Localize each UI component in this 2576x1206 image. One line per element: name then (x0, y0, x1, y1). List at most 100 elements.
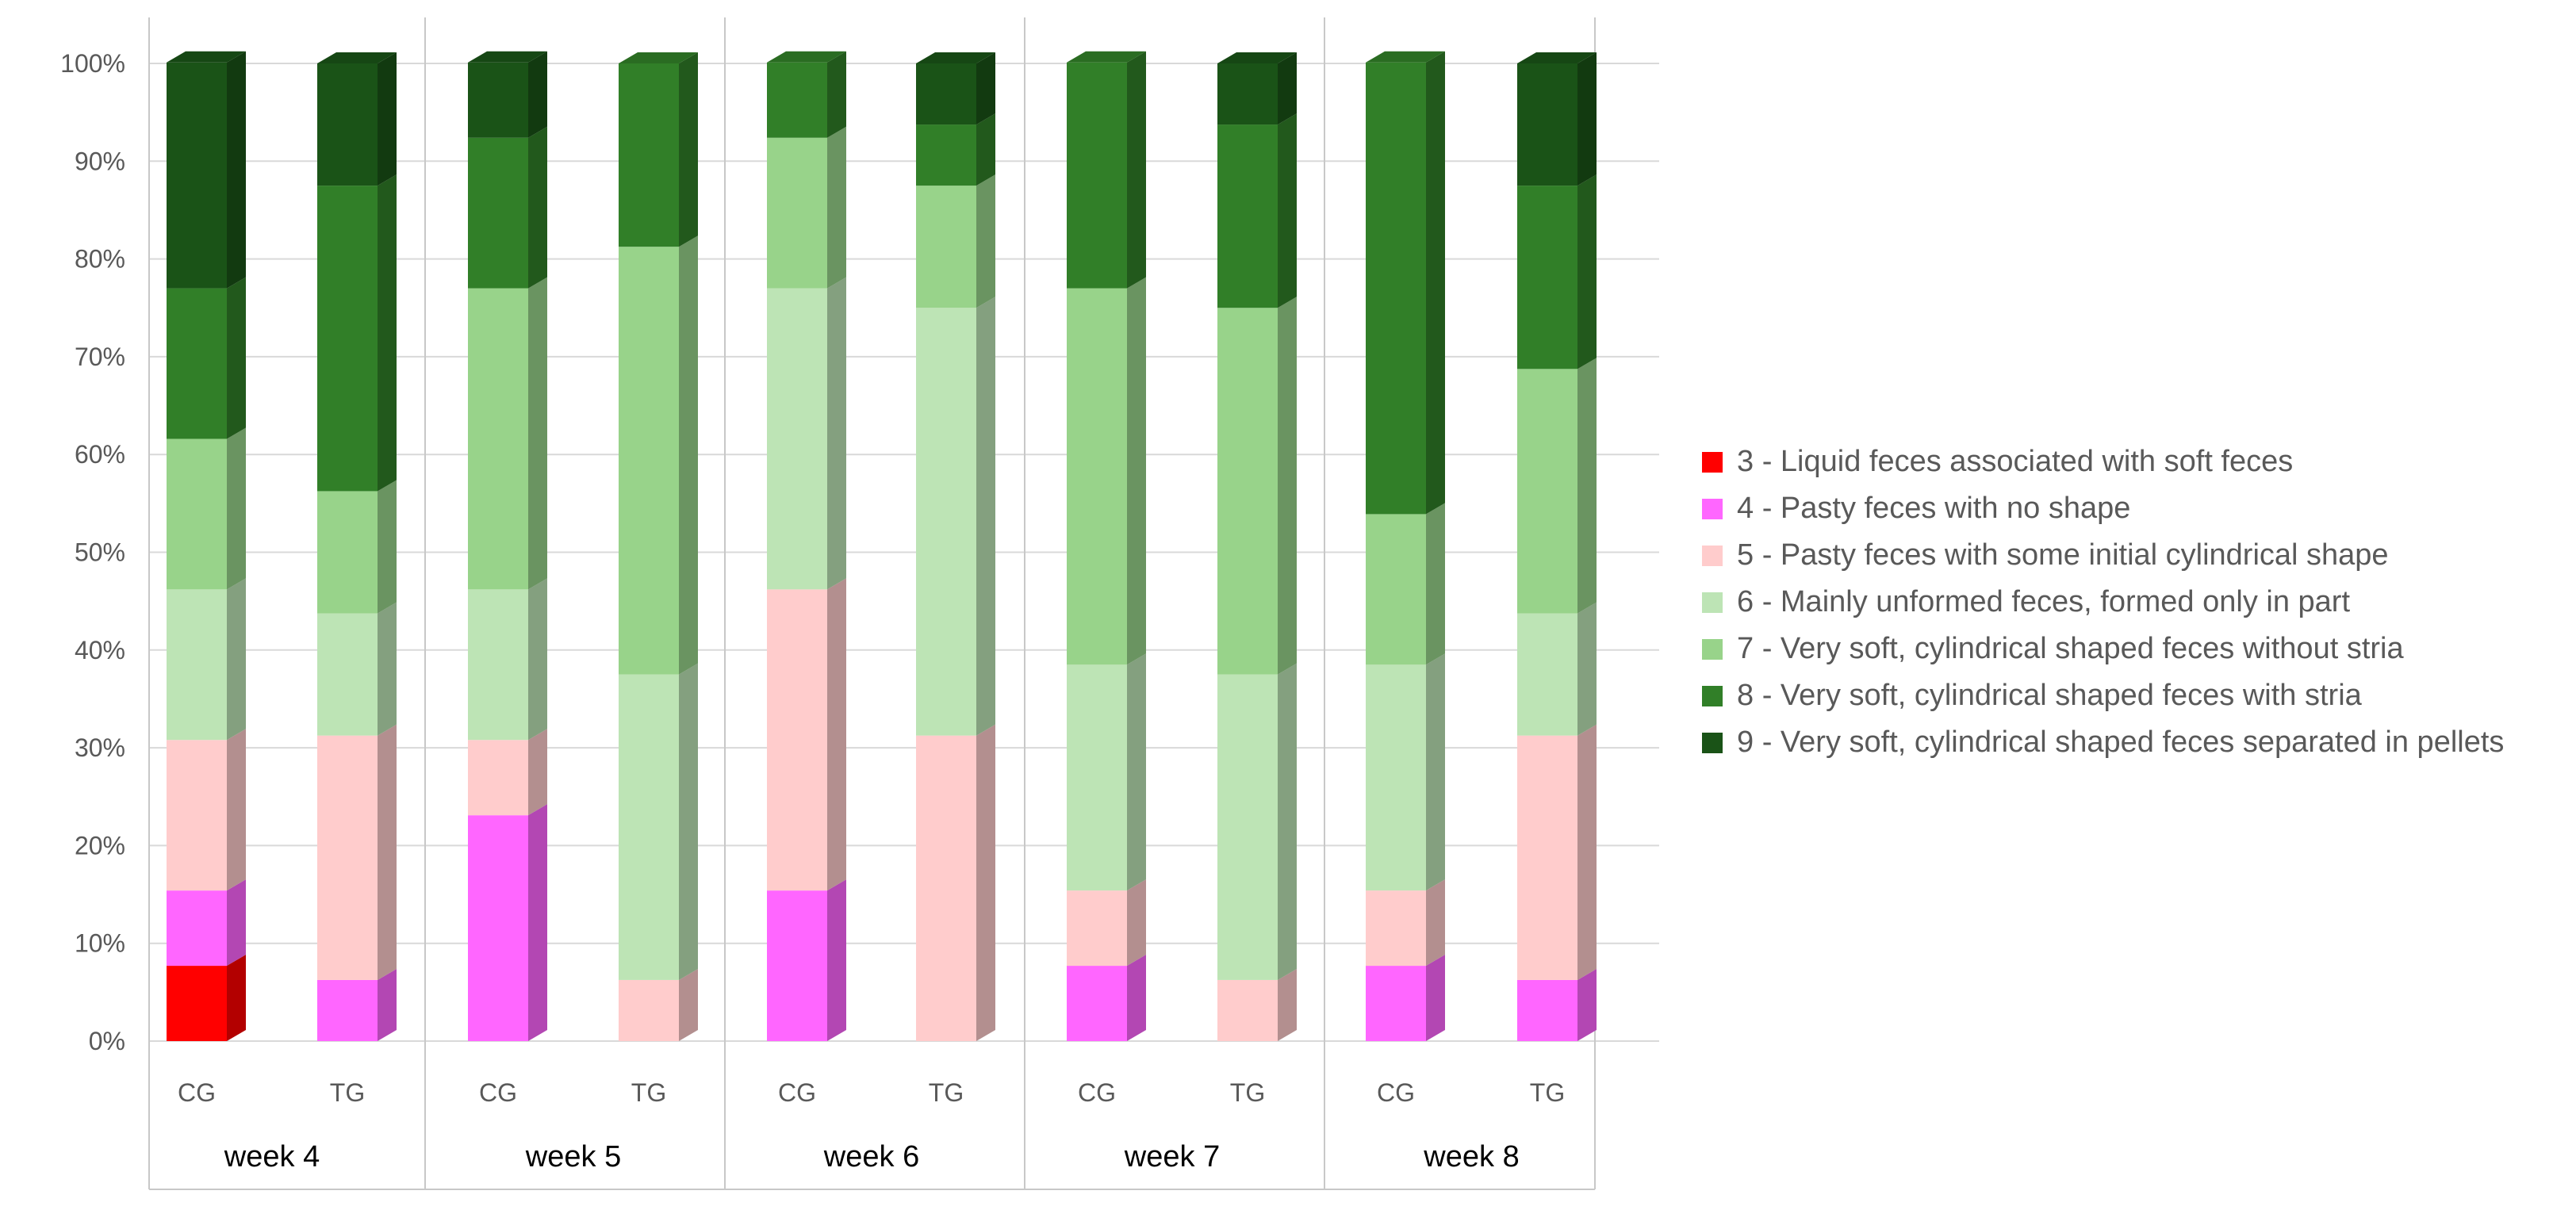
y-tick-label-90: 90% (75, 147, 125, 175)
legend-label-9: 9 - Very soft, cylindrical shaped feces … (1737, 726, 2505, 759)
bar-week-6-cg-6-front (767, 288, 827, 590)
category-label-week-8-tg: TG (1530, 1078, 1565, 1107)
bar-week-4-tg-7-front (317, 491, 378, 614)
bar-week-5-tg-8-side (679, 52, 698, 247)
bar-week-4-tg-6 (317, 602, 397, 736)
bar-week-4-cg-9-side (227, 51, 246, 289)
bar-week-8-cg-5 (1366, 879, 1445, 967)
bar-week-7-cg-6-front (1067, 664, 1127, 891)
legend-label-5: 5 - Pasty feces with some initial cylind… (1737, 538, 2389, 572)
y-tick-label-40: 40% (75, 636, 125, 664)
bar-week-8-tg-4-front (1517, 979, 1577, 1041)
bar-week-8-tg-8-front (1517, 186, 1577, 369)
bar-week-8-tg-4-side (1577, 968, 1597, 1041)
y-tick-label-20: 20% (75, 831, 125, 860)
bar-week-8-cg-4-side (1426, 955, 1445, 1041)
bar-week-6-tg-9-front (916, 63, 976, 125)
bar-week-7-cg-4 (1067, 955, 1146, 1041)
bar-week-5-cg-6-side (528, 578, 547, 741)
bar-week-5-cg-9 (468, 51, 547, 138)
bar-week-8-cg-5-side (1426, 879, 1445, 967)
group-label-week-8: week 8 (1423, 1140, 1519, 1173)
bar-week-4-cg-3-front (167, 966, 227, 1041)
legend-swatch-5 (1702, 545, 1723, 566)
y-tick-label-70: 70% (75, 343, 125, 371)
bar-week-4-tg-4 (317, 968, 397, 1041)
bar-week-5-cg-8 (468, 126, 547, 289)
group-label-week-5: week 5 (525, 1140, 621, 1173)
bar-top-week-6-cg (767, 51, 846, 63)
bar-week-4-tg-8-side (378, 174, 397, 492)
bar-week-5-cg-5-side (528, 729, 547, 816)
bar-week-8-cg-6-front (1366, 664, 1426, 891)
bar-week-5-cg-6 (468, 578, 547, 741)
bar-week-6-cg-4 (767, 879, 846, 1041)
bar-week-4-cg-6-front (167, 589, 227, 741)
bar-week-8-tg-5 (1517, 724, 1597, 980)
bar-week-8-tg-7 (1517, 358, 1597, 614)
bar-week-4-cg-8-front (167, 288, 227, 439)
bar-week-6-cg-7-front (767, 137, 827, 289)
bar-week-6-tg-7-side (976, 174, 995, 308)
bar-week-6-tg-6-front (916, 308, 976, 736)
bar-week-4-cg-5-front (167, 740, 227, 891)
bar-week-4-tg-8-front (317, 186, 378, 492)
bar-week-5-cg-4 (468, 804, 547, 1041)
bar-week-7-cg-4-front (1067, 966, 1127, 1041)
bar-week-5-tg-7-front (619, 247, 679, 675)
bar-top-week-5-cg (468, 51, 547, 63)
bar-top-week-7-cg (1067, 51, 1146, 63)
bar-week-5-cg-9-side (528, 51, 547, 138)
bar-week-8-tg-9-front (1517, 63, 1577, 186)
group-label-week-7: week 7 (1124, 1140, 1220, 1173)
legend-swatch-9 (1702, 732, 1723, 753)
legend-label-7: 7 - Very soft, cylindrical shaped feces … (1737, 632, 2404, 665)
legend-swatch-3 (1702, 451, 1723, 473)
bar-week-8-cg-6-side (1426, 653, 1445, 891)
bar-week-4-cg-6 (167, 578, 246, 741)
bar-week-6-cg-8-front (767, 62, 827, 138)
bar-week-4-cg-3 (167, 955, 246, 1041)
bars (167, 51, 1597, 1041)
bar-week-5-cg-7-side (528, 277, 547, 590)
legend-label-6: 6 - Mainly unformed feces, formed only i… (1737, 585, 2351, 618)
bar-week-6-tg-7 (916, 174, 995, 308)
bar-week-4-tg-7 (317, 480, 397, 614)
bar-week-6-cg-4-front (767, 890, 827, 1041)
bar-week-6-cg-4-side (827, 879, 846, 1041)
group-label-week-4: week 4 (224, 1140, 320, 1173)
bar-week-5-cg-8-side (528, 126, 547, 289)
bar-week-6-tg-8 (916, 113, 995, 186)
bar-top-week-8-tg (1517, 52, 1597, 63)
bar-top-week-6-tg (916, 52, 995, 63)
bar-top-week-8-cg (1366, 51, 1445, 63)
bar-week-5-tg-5 (619, 968, 698, 1041)
category-label-week-6-tg: TG (929, 1078, 964, 1107)
bar-week-4-cg-3-side (227, 955, 246, 1041)
bar-week-5-cg-7 (468, 277, 547, 590)
bar-week-8-tg-9-side (1577, 52, 1597, 186)
bar-week-5-cg-8-front (468, 137, 528, 289)
bar-top-week-7-tg (1217, 52, 1297, 63)
bar-week-8-cg-5-front (1366, 890, 1426, 967)
category-label-week-7-tg: TG (1230, 1078, 1265, 1107)
bar-week-6-tg-8-side (976, 113, 995, 186)
legend-item-5: 5 - Pasty feces with some initial cylind… (1702, 532, 2566, 579)
bar-week-8-tg-8-side (1577, 174, 1597, 369)
bar-week-5-cg-4-front (468, 815, 528, 1041)
bar-week-7-cg-7 (1067, 277, 1146, 665)
bar-week-7-cg-6-side (1127, 653, 1146, 891)
bar-week-4-cg-7 (167, 427, 246, 590)
bar-week-6-tg-9-side (976, 52, 995, 125)
bar-week-4-tg-6-side (378, 602, 397, 736)
legend-item-3: 3 - Liquid feces associated with soft fe… (1702, 438, 2566, 485)
bar-week-4-cg-5 (167, 729, 246, 891)
bar-week-6-cg-5 (767, 578, 846, 891)
legend-swatch-7 (1702, 638, 1723, 660)
legend-item-8: 8 - Very soft, cylindrical shaped feces … (1702, 672, 2566, 719)
bar-week-6-cg-8 (767, 51, 846, 138)
bar-week-4-tg-5-front (317, 735, 378, 980)
bar-week-8-cg-7 (1366, 503, 1445, 665)
legend-item-4: 4 - Pasty feces with no shape (1702, 485, 2566, 532)
legend-label-4: 4 - Pasty feces with no shape (1737, 492, 2131, 525)
